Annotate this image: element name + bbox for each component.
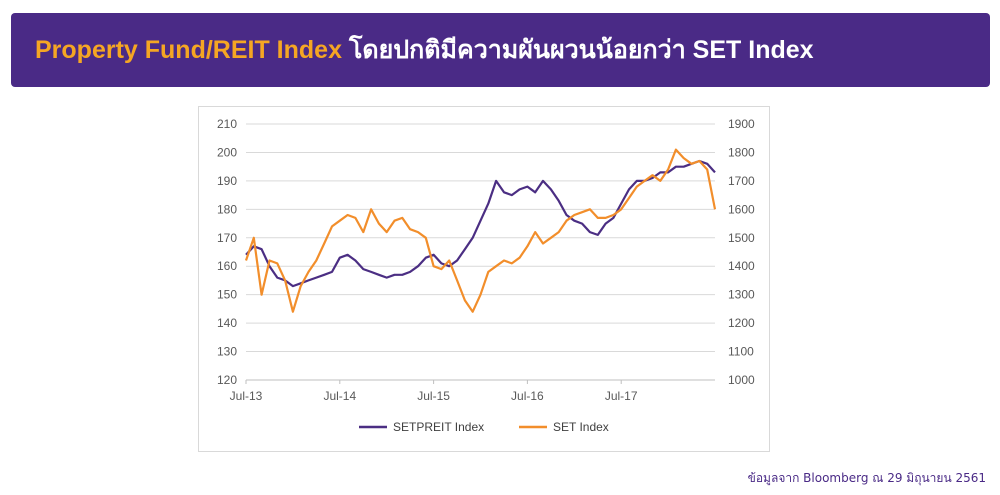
y-left-tick-label: 140 — [217, 316, 237, 330]
y-right-tick-label: 1300 — [728, 288, 755, 302]
y-left-tick-label: 210 — [217, 117, 237, 131]
chart-frame: 120 130 140 150 160 170 180 190 200 210 1000 1100 12… — [198, 106, 770, 452]
legend-label: SETPREIT Index — [393, 420, 484, 434]
x-tick-label: Jul-13 — [230, 389, 263, 403]
title-highlight: Property Fund/REIT Index — [35, 36, 342, 64]
x-tick-label: Jul-15 — [417, 389, 450, 403]
title-rest: โดยปกติมีความผันผวนน้อยกว่า SET Index — [348, 36, 814, 64]
y-right-tick-label: 1000 — [728, 373, 755, 387]
y-right-tick-label: 1400 — [728, 259, 755, 273]
series-line-set-index — [244, 148, 717, 313]
y-right-tick-label: 1200 — [728, 316, 755, 330]
y-left-tick-label: 130 — [217, 345, 237, 359]
y-left-tick-label: 120 — [217, 373, 237, 387]
y-left-tick-label: 180 — [217, 202, 237, 216]
page-title: Property Fund/REIT Index โดยปกติมีความผั… — [35, 35, 814, 65]
y-right-tick-label: 1100 — [728, 345, 754, 359]
y-right-tick-label: 1500 — [728, 231, 755, 245]
y-right-tick-label: 1700 — [728, 174, 755, 188]
y-left-tick-label: 150 — [217, 288, 237, 302]
y-left-tick-label: 200 — [217, 145, 237, 159]
y-left-tick-label: 170 — [217, 231, 237, 245]
line-chart: 120 130 140 150 160 170 180 190 200 210 1000 1100 12… — [217, 117, 755, 434]
title-banner: Property Fund/REIT Index โดยปกติมีความผั… — [11, 13, 990, 87]
series-line-setpreit-index — [245, 159, 716, 288]
x-tick-label: Jul-17 — [605, 389, 638, 403]
y-right-tick-label: 1900 — [728, 117, 755, 131]
x-tick-label: Jul-16 — [511, 389, 544, 403]
legend-label: SET Index — [553, 420, 609, 434]
y-left-tick-label: 160 — [217, 259, 237, 273]
y-right-tick-label: 1600 — [728, 202, 755, 216]
y-left-tick-label: 190 — [217, 174, 237, 188]
x-tick-label: Jul-14 — [323, 389, 356, 403]
y-right-tick-label: 1800 — [728, 145, 755, 159]
source-note: ข้อมูลจาก Bloomberg ณ 29 มิถุนายน 2561 — [747, 471, 986, 485]
